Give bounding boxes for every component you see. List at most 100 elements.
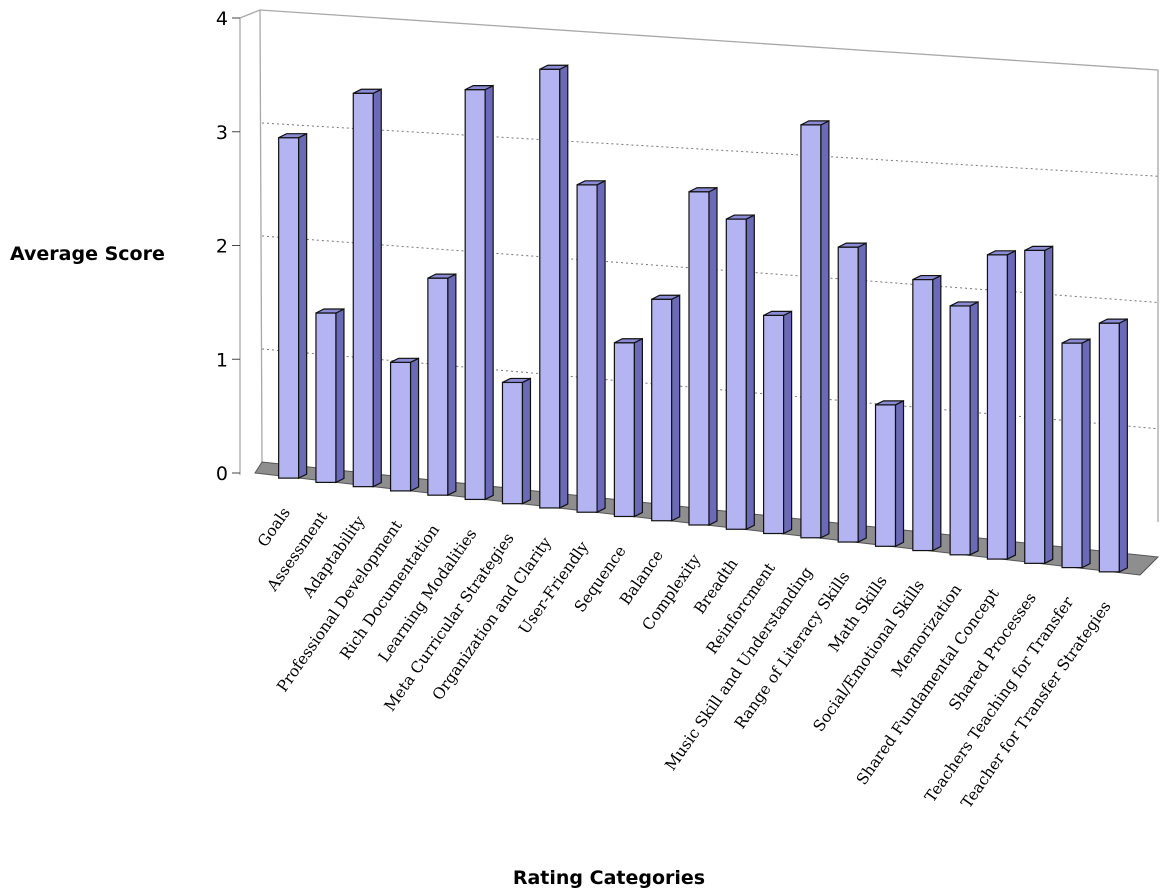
bar-front-3 xyxy=(389,361,412,492)
bar-top-5 xyxy=(464,85,494,91)
bar-front-19 xyxy=(986,254,1009,560)
bar-front-21 xyxy=(1061,342,1083,569)
bar-8 xyxy=(576,179,606,514)
bar-12 xyxy=(725,214,755,531)
bar-9 xyxy=(613,337,643,518)
bar-top-18 xyxy=(949,301,979,307)
bar-front-15 xyxy=(837,246,859,543)
bar-front-2 xyxy=(352,92,374,488)
bar-top-16 xyxy=(875,400,904,406)
bar-16 xyxy=(874,399,905,548)
bar-side-4 xyxy=(447,273,457,497)
bar-top-4 xyxy=(427,273,457,279)
bar-side-19 xyxy=(1006,249,1017,561)
bar-19 xyxy=(986,249,1017,561)
bar-side-1 xyxy=(335,308,345,484)
y-axis-label: Average Score xyxy=(10,243,165,265)
bar-13 xyxy=(763,310,793,535)
bar-top-9 xyxy=(614,338,643,344)
bar-side-14 xyxy=(820,119,830,539)
bar-front-13 xyxy=(763,314,785,535)
bar-7 xyxy=(539,64,569,509)
bar-17 xyxy=(912,274,942,552)
bar-top-19 xyxy=(987,250,1016,256)
bar-side-15 xyxy=(857,242,867,544)
bar-front-10 xyxy=(651,298,673,522)
bar-front-1 xyxy=(315,312,337,483)
bar-side-0 xyxy=(298,132,308,480)
bar-top-14 xyxy=(800,120,830,126)
bar-side-22 xyxy=(1118,318,1128,573)
bar-6 xyxy=(501,377,532,505)
bar-side-7 xyxy=(559,64,569,509)
bar-top-8 xyxy=(576,180,606,186)
bar-front-22 xyxy=(1098,322,1120,573)
bar-top-2 xyxy=(352,88,382,94)
bar-front-16 xyxy=(874,404,897,547)
bar-15 xyxy=(837,242,867,544)
bar-side-16 xyxy=(894,399,905,548)
bar-top-12 xyxy=(726,214,755,220)
bar-top-11 xyxy=(688,187,718,193)
bar-3 xyxy=(389,357,420,492)
bar-front-18 xyxy=(949,305,971,556)
bar-5 xyxy=(464,84,494,501)
bar-front-20 xyxy=(1024,249,1046,564)
bar-10 xyxy=(651,294,681,522)
bar-18 xyxy=(949,300,979,556)
x-axis-label: Rating Categories xyxy=(513,867,705,889)
y-tick-label-1: 1 xyxy=(216,349,228,371)
bar-top-13 xyxy=(763,310,792,316)
bar-side-18 xyxy=(969,300,979,556)
bar-side-3 xyxy=(409,357,420,492)
bar-front-9 xyxy=(613,342,635,518)
bar-11 xyxy=(688,186,718,526)
bar-front-4 xyxy=(427,277,449,496)
bar-side-20 xyxy=(1044,245,1054,565)
bar-front-0 xyxy=(278,137,300,479)
bar-front-14 xyxy=(800,124,822,539)
bar-side-9 xyxy=(633,337,643,518)
bar-front-12 xyxy=(725,218,747,530)
bar-front-6 xyxy=(501,381,524,505)
bar-front-11 xyxy=(688,191,710,526)
bar-top-1 xyxy=(315,308,345,314)
gridline-3 xyxy=(261,122,1159,177)
x-tick-label-0: Goals xyxy=(254,504,294,550)
bar-side-5 xyxy=(484,84,494,501)
bar-side-6 xyxy=(521,377,532,505)
bar-side-11 xyxy=(708,186,718,526)
y-tick-label-2: 2 xyxy=(216,236,228,258)
bar-top-10 xyxy=(651,294,680,300)
bar-front-8 xyxy=(576,184,598,513)
bar-side-13 xyxy=(783,310,793,535)
bar-front-17 xyxy=(912,278,934,552)
bars xyxy=(278,64,1128,573)
bar-top-15 xyxy=(837,242,867,248)
back-wall-left-edge xyxy=(259,9,263,463)
bar-side-8 xyxy=(596,179,606,514)
bar-side-10 xyxy=(671,294,681,522)
bar-side-12 xyxy=(745,214,755,531)
bar-front-5 xyxy=(464,89,486,501)
bar-4 xyxy=(427,273,457,497)
bar-top-7 xyxy=(539,64,569,70)
bar-top-0 xyxy=(278,133,307,139)
y-tick-label-4: 4 xyxy=(216,8,228,30)
bar-top-20 xyxy=(1024,245,1054,251)
bar-side-17 xyxy=(932,274,942,552)
back-wall-outline xyxy=(239,9,1159,522)
bar-side-2 xyxy=(372,88,382,488)
bar-20 xyxy=(1024,245,1054,565)
bar-2 xyxy=(352,88,382,488)
bar-top-22 xyxy=(1099,318,1128,324)
y-axis-ticks: 0 1 2 3 4 xyxy=(216,8,240,485)
bar-top-21 xyxy=(1061,338,1091,344)
bar-1 xyxy=(315,308,345,484)
y-tick-label-0: 0 xyxy=(216,463,228,485)
bar-0 xyxy=(278,132,308,480)
bar-side-21 xyxy=(1081,338,1091,569)
bar-14 xyxy=(800,119,830,539)
bar-top-17 xyxy=(912,274,942,281)
